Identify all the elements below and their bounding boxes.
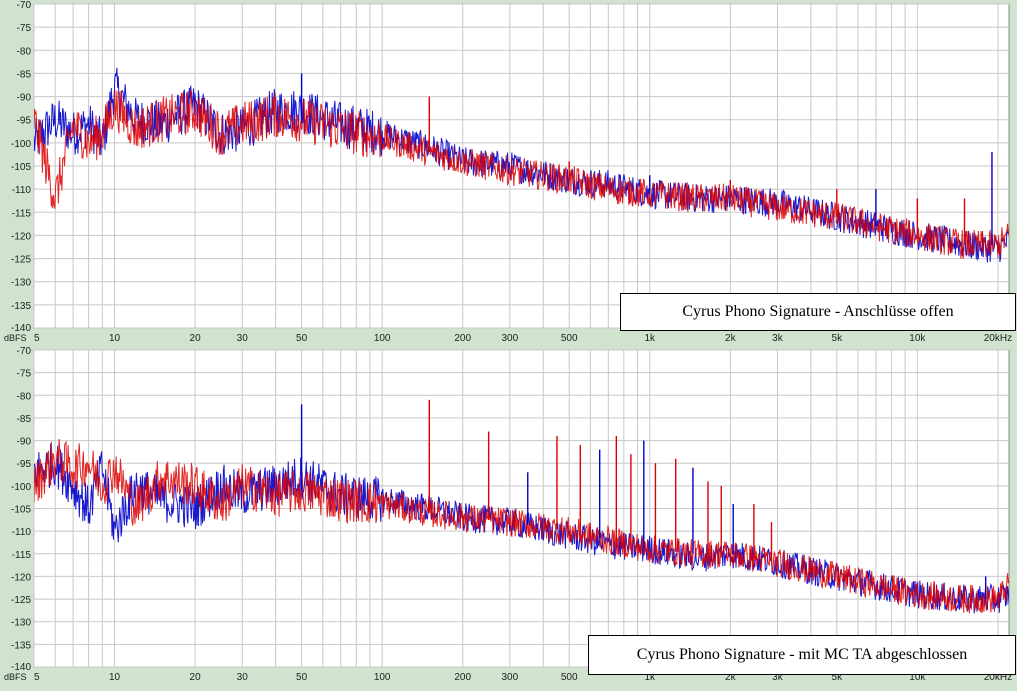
x-tick-label: 3k (772, 672, 784, 683)
x-tick-label: 20kHz (984, 672, 1012, 683)
y-tick-label: -125 (11, 255, 31, 266)
y-tick-label: -85 (17, 69, 32, 80)
y-axis-label: dBFS (4, 672, 27, 682)
x-tick-label: 500 (561, 672, 578, 683)
y-tick-label: -100 (11, 482, 31, 493)
series-line-1 (34, 67, 1009, 263)
x-tick-label: 10 (109, 672, 121, 683)
x-tick-label: 300 (501, 672, 518, 683)
y-tick-label: -100 (11, 139, 31, 150)
y-tick-label: -75 (17, 369, 32, 380)
y-tick-label: -85 (17, 414, 32, 425)
x-tick-label: 30 (237, 333, 249, 344)
x-tick-label: 5k (832, 672, 844, 683)
x-tick-label: 10k (909, 333, 926, 344)
y-tick-label: -140 (11, 662, 31, 673)
y-tick-label: -70 (17, 0, 32, 11)
x-tick-label: 500 (561, 333, 578, 344)
y-tick-label: -105 (11, 505, 31, 516)
x-tick-label: 3k (772, 333, 784, 344)
chart-1-title: Cyrus Phono Signature - Anschlüsse offen (682, 303, 954, 320)
y-tick-label: -120 (11, 572, 31, 583)
y-tick-label: -90 (17, 437, 32, 448)
x-tick-label: 20 (190, 672, 202, 683)
y-tick-label: -110 (12, 527, 32, 538)
y-tick-label: -80 (17, 46, 32, 57)
y-tick-label: -95 (17, 116, 32, 127)
y-tick-label: -95 (17, 459, 32, 470)
y-tick-label: -75 (17, 23, 32, 34)
x-tick-label: 200 (454, 333, 471, 344)
x-tick-label: 2k (725, 333, 737, 344)
y-tick-label: -120 (11, 231, 31, 242)
x-tick-label: 200 (454, 672, 471, 683)
x-tick-label: 1k (644, 672, 656, 683)
x-tick-label: 10k (909, 672, 926, 683)
x-tick-label: 100 (374, 672, 391, 683)
chart-1-title-box: Cyrus Phono Signature - Anschlüsse offen (620, 293, 1016, 331)
y-tick-label: -130 (11, 618, 31, 629)
y-tick-label: -135 (11, 301, 31, 312)
x-tick-label: 2k (725, 672, 737, 683)
series-line-2 (34, 89, 1009, 259)
y-axis-label: dBFS (4, 333, 27, 343)
y-tick-label: -130 (11, 278, 31, 289)
x-tick-label: 30 (237, 672, 249, 683)
y-tick-label: -115 (12, 550, 32, 561)
y-tick-label: -70 (17, 346, 32, 357)
x-tick-label: 5 (34, 333, 40, 344)
chart-2: -70 -75 -80 -85 -90 -95 -100 -105 -110 -115 -120 -1… (4, 346, 1012, 683)
chart-1: -70 -75 -80 -85 -90 -95 -100 -105 -110 -115 -120 -1… (4, 0, 1012, 344)
x-tick-label: 50 (296, 333, 308, 344)
x-tick-label: 10 (109, 333, 121, 344)
x-tick-label: 5 (34, 672, 40, 683)
y-tick-label: -110 (12, 185, 32, 196)
y-tick-label: -140 (11, 323, 31, 334)
y-tick-label: -80 (17, 391, 32, 402)
x-tick-label: 1k (644, 333, 656, 344)
y-tick-label: -125 (11, 595, 31, 606)
chart-2-title: Cyrus Phono Signature - mit MC TA abgesc… (636, 646, 968, 663)
chart-2-title-box: Cyrus Phono Signature - mit MC TA abgesc… (588, 635, 1016, 675)
x-tick-label: 100 (374, 333, 391, 344)
x-tick-label: 20kHz (984, 333, 1012, 344)
series-line-2 (34, 438, 1009, 614)
y-tick-label: -90 (17, 93, 32, 104)
x-tick-label: 50 (296, 672, 308, 683)
x-tick-label: 300 (501, 333, 518, 344)
y-tick-label: -135 (11, 640, 31, 651)
x-tick-label: 5k (832, 333, 844, 344)
y-tick-label: -115 (12, 208, 32, 219)
y-tick-label: -105 (11, 162, 31, 173)
x-tick-label: 20 (190, 333, 202, 344)
